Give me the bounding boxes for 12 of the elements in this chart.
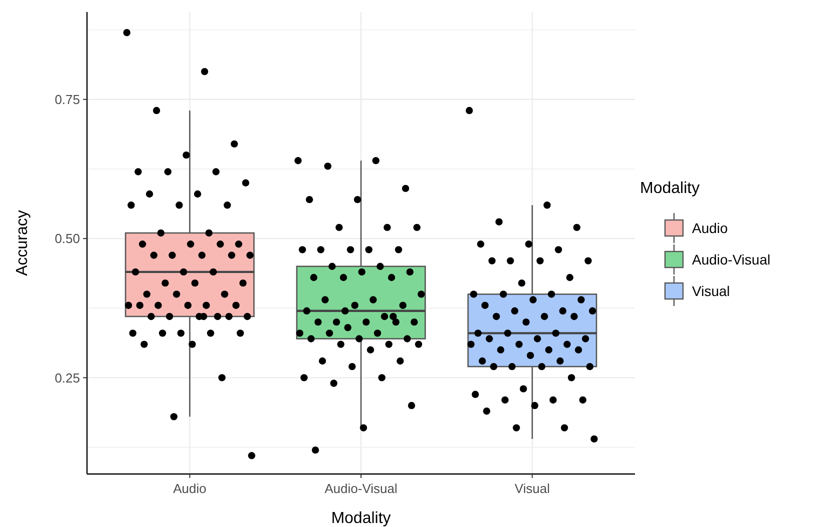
- legend-label: Audio: [692, 220, 728, 236]
- x-axis-title: Modality: [331, 510, 391, 527]
- y-tick-label: 0.25: [54, 370, 80, 386]
- legend-label: Audio-Visual: [692, 251, 770, 268]
- y-tick-label: 0.50: [54, 231, 80, 246]
- y-tick-label: 0.75: [54, 92, 80, 107]
- legend-label: Visual: [692, 282, 730, 299]
- legend-title: Modality: [640, 180, 700, 197]
- y-axis-title: Accuracy: [14, 210, 31, 276]
- x-tick-label: Audio-Visual: [324, 481, 398, 496]
- x-tick-label: Audio: [173, 481, 206, 496]
- x-tick-label: Visual: [514, 481, 550, 496]
